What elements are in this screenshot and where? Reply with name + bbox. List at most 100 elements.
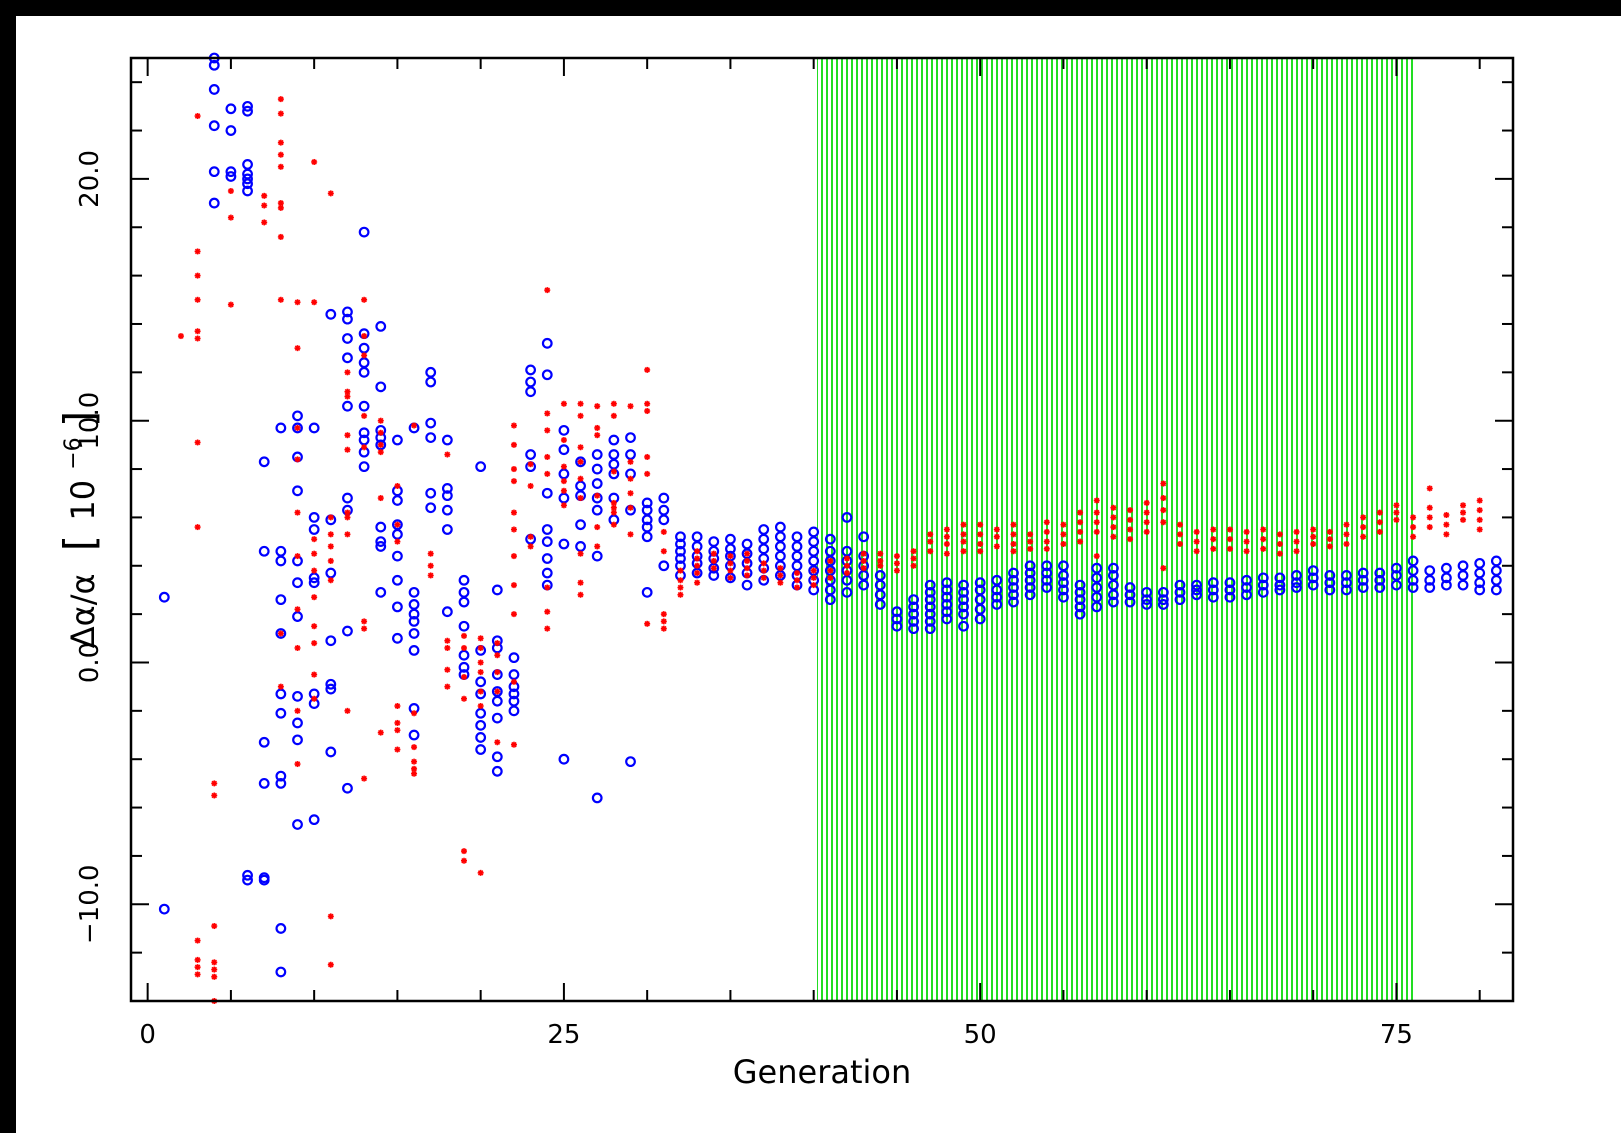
star-stroke: [511, 422, 517, 429]
red-star-point: [194, 524, 201, 531]
red-star-point: [361, 775, 368, 782]
blue-circle-point: [1058, 584, 1069, 596]
star-stroke: [644, 454, 650, 460]
blue-circle-point: [958, 601, 969, 613]
blue-circle-point: [991, 599, 1003, 610]
star-stroke: [278, 200, 284, 206]
star-stroke: [211, 923, 218, 929]
blue-circle-point: [641, 586, 653, 598]
blue-circle-point: [824, 533, 836, 545]
red-star-point: [1010, 548, 1017, 555]
star-stroke: [1110, 504, 1117, 511]
star-stroke: [1327, 543, 1333, 550]
y-axis-unit-base: 10: [64, 480, 102, 521]
red-star-point: [277, 683, 284, 690]
blue-circle-point: [1341, 584, 1352, 596]
blue-circle-point: [325, 683, 337, 695]
red-star-point: [1127, 507, 1134, 514]
red-star-point: [677, 577, 684, 584]
red-star-point: [361, 625, 368, 632]
star-stroke: [760, 560, 767, 567]
red-star-point: [327, 577, 334, 584]
star-stroke: [777, 565, 784, 571]
red-star-point: [344, 446, 351, 453]
star-stroke: [627, 459, 634, 465]
blue-circle-point: [808, 555, 820, 567]
red-star-point: [510, 441, 517, 448]
red-star-point: [461, 857, 468, 864]
blue-circle-point: [874, 599, 886, 610]
star-stroke: [677, 584, 684, 591]
blue-circle-point: [774, 541, 786, 552]
red-star-point: [993, 526, 1000, 533]
blue-circle-point: [308, 524, 320, 535]
star-stroke: [944, 550, 950, 557]
blue-circle-point: [375, 541, 387, 552]
red-star-point: [1176, 531, 1183, 538]
red-star-point: [1110, 533, 1117, 540]
star-stroke: [577, 401, 584, 407]
blue-circle-point: [1058, 591, 1069, 603]
blue-circle-point: [358, 342, 370, 354]
blue-circle-point: [1357, 567, 1369, 579]
blue-circle-point: [908, 594, 919, 606]
red-star-point: [311, 550, 318, 557]
star-stroke: [427, 572, 434, 579]
star-stroke: [194, 328, 201, 334]
star-stroke: [494, 652, 501, 658]
red-star-point: [444, 644, 451, 651]
blue-circle-point: [1074, 594, 1086, 606]
star-stroke: [294, 425, 301, 431]
blue-circle-point: [958, 586, 969, 598]
blue-circle-point: [958, 608, 969, 620]
blue-circle-point: [408, 608, 420, 620]
red-star-point: [277, 630, 284, 637]
star-stroke: [1443, 521, 1450, 528]
star-stroke: [1360, 533, 1366, 540]
star-stroke: [1093, 519, 1100, 526]
red-star-point: [294, 761, 301, 768]
red-star-point: [1176, 521, 1183, 528]
red-star-point: [211, 959, 218, 966]
blue-circle-point: [1107, 562, 1119, 574]
star-stroke: [827, 558, 834, 564]
star-stroke: [727, 567, 734, 574]
blue-circle-point: [541, 369, 553, 381]
blue-circle-point: [425, 366, 437, 378]
blue-circle-point: [1341, 577, 1352, 589]
red-star-point: [510, 466, 517, 473]
red-star-point: [1160, 519, 1167, 526]
star-stroke: [894, 560, 900, 567]
star-stroke: [1260, 526, 1267, 533]
blue-circle-point: [208, 197, 220, 209]
red-star-point: [943, 533, 950, 540]
blue-circle-point: [508, 688, 520, 700]
blue-circle-point: [392, 550, 403, 562]
red-star-point: [1027, 538, 1034, 545]
star-stroke: [411, 744, 417, 750]
red-star-point: [577, 475, 584, 482]
red-star-point: [1460, 502, 1467, 509]
blue-circle-point: [325, 635, 337, 647]
red-star-point: [1393, 502, 1400, 509]
red-star-point: [211, 966, 218, 973]
red-star-point: [477, 635, 484, 642]
red-star-point: [394, 703, 401, 710]
blue-circle-point: [625, 432, 636, 444]
star-stroke: [611, 521, 617, 528]
blue-circle-point: [774, 550, 786, 562]
blue-circle-point: [924, 608, 936, 620]
star-stroke: [677, 577, 684, 584]
blue-circle-point: [1124, 589, 1136, 601]
star-stroke: [577, 579, 584, 586]
red-star-point: [411, 758, 418, 765]
blue-circle-point: [408, 615, 420, 627]
blue-circle-point: [525, 449, 537, 460]
star-stroke: [361, 413, 367, 419]
blue-circle-point: [924, 579, 936, 591]
blue-circle-point: [508, 705, 520, 717]
blue-circle-point: [258, 872, 270, 884]
red-star-point: [294, 553, 301, 560]
red-star-point: [1310, 533, 1317, 540]
blue-circle-point: [1490, 574, 1502, 586]
